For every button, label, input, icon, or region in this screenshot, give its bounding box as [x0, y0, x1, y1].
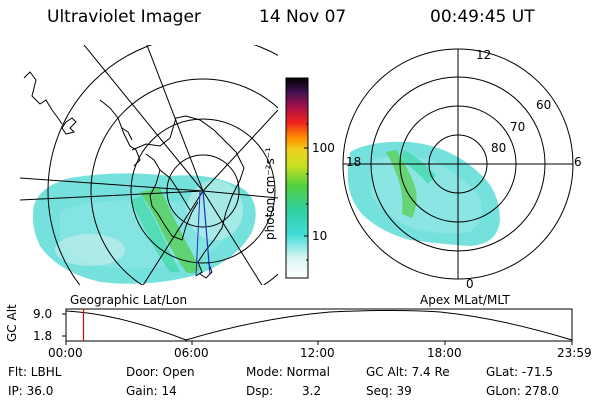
- date-label: 14 Nov 07: [259, 7, 347, 27]
- geographic-panel-label: Geographic Lat/Lon: [70, 293, 188, 307]
- altitude-tick-1_8: 1.8: [33, 329, 53, 343]
- track-line: [202, 190, 211, 276]
- colorbar-tick-100: 100: [312, 141, 335, 155]
- time-tick-2359: 23:59: [557, 346, 592, 360]
- ip-value: IP: 36.0: [8, 384, 54, 398]
- mlat-label-70: 70: [510, 120, 526, 134]
- door-status: Door: Open: [126, 365, 195, 379]
- mlat-label-80: 80: [491, 141, 507, 155]
- glat-value: GLat: -71.5: [486, 365, 553, 379]
- time-tick-0600: 06:00: [174, 346, 209, 360]
- altitude-axis-label: GC Alt: [5, 304, 19, 342]
- altitude-plot: [62, 308, 573, 345]
- mode-value: Mode: Normal: [246, 365, 330, 379]
- dsp-value: 3.2: [302, 384, 322, 398]
- dsp-label: Dsp:: [246, 384, 274, 398]
- polar-plot-panel: [342, 48, 574, 280]
- instrument-title: Ultraviolet Imager: [47, 7, 201, 27]
- glon-value: GLon: 278.0: [486, 384, 559, 398]
- colorbar: [285, 77, 309, 279]
- aurora-band-right: [386, 150, 417, 218]
- mlat-label-60: 60: [536, 98, 552, 112]
- gain-value: Gain: 14: [126, 384, 177, 398]
- mlt-label-18: 18: [346, 155, 362, 169]
- mlt-label-6: 6: [574, 155, 582, 169]
- gc-altitude-value: GC Alt: 7.4 Re: [366, 365, 450, 379]
- colorbar-tick-10: 10: [312, 229, 328, 243]
- colorbar-unit-label: photon cm⁻²s⁻¹: [263, 147, 277, 240]
- time-tick-0000: 00:00: [48, 346, 83, 360]
- mlt-label-0: 0: [466, 277, 474, 291]
- altitude-tick-9: 9.0: [33, 307, 53, 321]
- time-tick-1800: 18:00: [427, 346, 462, 360]
- time-tick-1200: 12:00: [300, 346, 335, 360]
- mlt-label-12: 12: [476, 48, 492, 62]
- altitude-curve: [65, 310, 573, 341]
- sequence-value: Seq: 39: [366, 384, 412, 398]
- time-label: 00:49:45 UT: [430, 7, 535, 27]
- apex-panel-label: Apex MLat/MLT: [420, 293, 510, 307]
- geographic-map-panel: [20, 45, 278, 285]
- filter-value: Flt: LBHL: [8, 365, 62, 379]
